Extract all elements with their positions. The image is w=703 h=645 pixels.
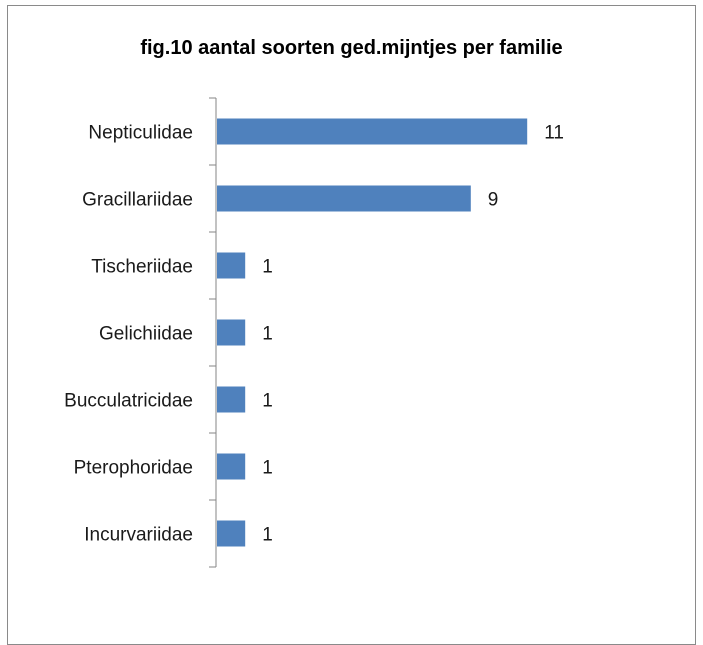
category-tick-label: Pterophoridae	[74, 458, 193, 479]
category-tick-label: Gracillariidae	[82, 190, 193, 211]
bar	[217, 252, 246, 279]
data-label: 11	[544, 123, 564, 144]
data-label: 1	[262, 324, 273, 345]
bar	[217, 319, 246, 346]
data-label: 1	[262, 525, 273, 546]
bar	[217, 520, 246, 547]
category-tick-label: Tischeriidae	[91, 257, 193, 278]
data-label: 1	[262, 458, 273, 479]
bar	[217, 386, 246, 413]
chart-frame	[7, 5, 696, 645]
chart-title: fig.10 aantal soorten ged.mijntjes per f…	[140, 37, 563, 59]
category-tick-label: Gelichiidae	[99, 324, 193, 345]
category-tick-label: Nepticulidae	[88, 123, 193, 144]
data-label: 1	[262, 257, 273, 278]
data-label: 1	[262, 391, 273, 412]
data-label: 9	[488, 190, 499, 211]
bar	[217, 118, 528, 145]
category-tick-label: Bucculatricidae	[64, 391, 193, 412]
bar	[217, 453, 246, 480]
category-tick-label: Incurvariidae	[84, 525, 193, 546]
bar	[217, 185, 471, 212]
